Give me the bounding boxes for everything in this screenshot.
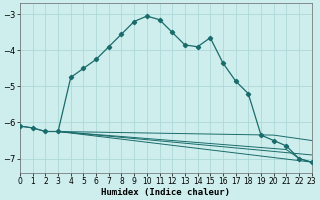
X-axis label: Humidex (Indice chaleur): Humidex (Indice chaleur) xyxy=(101,188,230,197)
